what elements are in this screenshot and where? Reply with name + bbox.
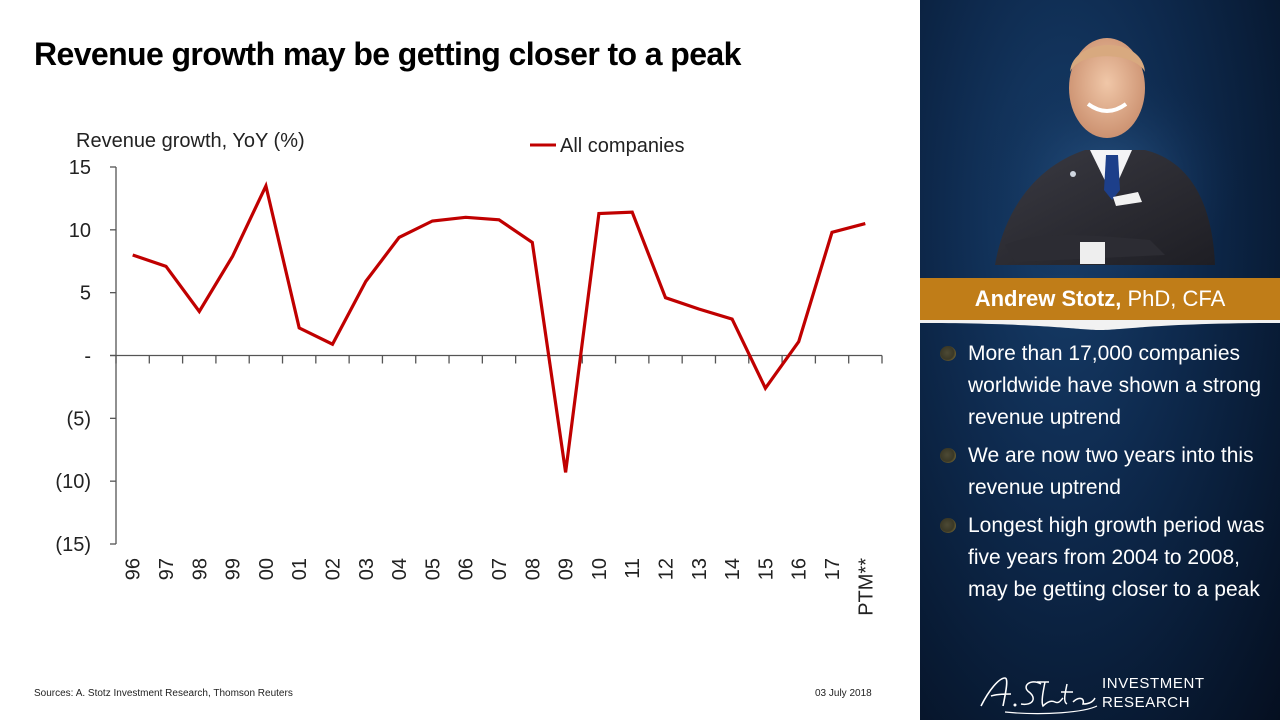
series-all-companies: [132, 181, 866, 473]
bullet-text: Longest high growth period was five year…: [968, 514, 1265, 601]
legend-label: All companies: [560, 135, 685, 157]
x-tick-label: 05: [422, 558, 444, 580]
x-tick-label: 12: [656, 558, 678, 580]
logo-line-2: RESEARCH: [1102, 694, 1191, 711]
y-tick-label: (15): [55, 534, 91, 556]
logo-line-1: INVESTMENT: [1102, 675, 1205, 692]
x-tick-label: 09: [556, 558, 578, 580]
key-points: More than 17,000 companies worldwide hav…: [938, 338, 1278, 612]
signature-logo: [980, 677, 1098, 715]
slide-date: 03 July 2018: [815, 688, 872, 699]
x-tick-label: 00: [256, 558, 278, 580]
x-tick-label: 16: [789, 558, 811, 580]
bullet-item: More than 17,000 companies worldwide hav…: [938, 338, 1278, 434]
bullet-icon: [940, 346, 956, 361]
x-tick-label: 01: [289, 558, 311, 580]
y-tick-label: 15: [69, 157, 91, 179]
x-tick-labels: 96 97 98 99 00 01 02 03 04 05 06 07 08 09 10 11 12 13 14 15…: [123, 558, 878, 616]
x-tick-label: 99: [223, 558, 245, 580]
bullet-text: We are now two years into this revenue u…: [968, 444, 1254, 499]
y-tick-labels: 15 10 5 - (5) (10) (15): [55, 157, 91, 556]
logo-wordmark: INVESTMENT RESEARCH: [1102, 674, 1205, 712]
x-tick-label: 04: [389, 558, 411, 580]
profile-panel: Andrew Stotz, PhD, CFA More than 17,000 …: [920, 0, 1280, 720]
x-tick-label: 02: [322, 558, 344, 580]
bullet-text: More than 17,000 companies worldwide hav…: [968, 342, 1261, 429]
chart-panel: Revenue growth may be getting closer to …: [34, 36, 883, 699]
bullet-icon: [940, 518, 956, 533]
x-tick-label: 97: [156, 558, 178, 580]
y-tick-label: 10: [69, 220, 91, 242]
x-tick-label: 11: [622, 558, 644, 579]
name-bar-underline: [920, 320, 1280, 330]
bullet-item: We are now two years into this revenue u…: [938, 440, 1278, 504]
x-tick-label: 06: [456, 558, 478, 580]
x-tick-label: 08: [522, 558, 544, 580]
y-tick-label: -: [84, 346, 91, 368]
sources-note: Sources: A. Stotz Investment Research, T…: [34, 688, 293, 699]
y-tick-label: (10): [55, 471, 91, 493]
legend: All companies: [530, 135, 685, 157]
x-tick-label: 13: [689, 558, 711, 580]
bullet-icon: [940, 448, 956, 463]
x-tick-label: 10: [589, 558, 611, 580]
slide-title: Revenue growth may be getting closer to …: [34, 36, 741, 72]
line-chart: Revenue growth, YoY (%) All companies 15…: [55, 130, 883, 616]
presenter-name: Andrew Stotz,: [974, 286, 1122, 311]
presenter-credentials: PhD, CFA: [1121, 286, 1226, 311]
axes: [110, 166, 883, 545]
x-tick-label: 96: [123, 558, 145, 580]
x-tick-label: 07: [489, 558, 511, 580]
x-tick-label: PTM**: [855, 558, 877, 616]
y-tick-label: 5: [80, 283, 91, 305]
x-tick-label: 17: [822, 558, 844, 580]
x-tick-label: 14: [722, 558, 744, 580]
presenter-name-bar: Andrew Stotz, PhD, CFA: [920, 278, 1280, 320]
x-tick-label: 15: [755, 558, 777, 580]
x-tick-label: 98: [189, 558, 211, 580]
x-tick-label: 03: [356, 558, 378, 580]
portrait-photo: [980, 38, 1240, 275]
y-axis-label: Revenue growth, YoY (%): [76, 130, 305, 152]
bullet-item: Longest high growth period was five year…: [938, 510, 1278, 606]
series-line: [132, 181, 866, 473]
y-tick-label: (5): [67, 408, 91, 430]
